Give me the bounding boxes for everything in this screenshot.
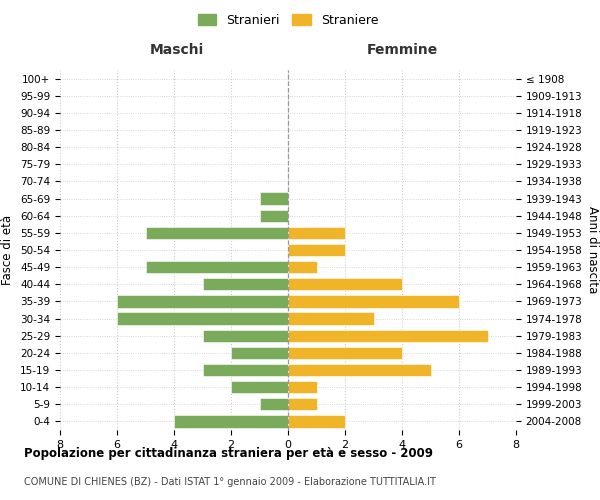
Text: COMUNE DI CHIENES (BZ) - Dati ISTAT 1° gennaio 2009 - Elaborazione TUTTITALIA.IT: COMUNE DI CHIENES (BZ) - Dati ISTAT 1° g…	[24, 477, 436, 487]
Bar	[146, 261, 288, 274]
Bar	[288, 312, 373, 324]
Bar	[288, 261, 317, 274]
Bar	[260, 210, 288, 222]
Bar	[288, 330, 487, 342]
Text: Maschi: Maschi	[150, 44, 204, 58]
Bar	[174, 416, 288, 428]
Bar	[288, 296, 459, 308]
Bar	[288, 398, 317, 410]
Text: Femmine: Femmine	[367, 44, 437, 58]
Bar	[260, 192, 288, 204]
Bar	[288, 244, 345, 256]
Y-axis label: Fasce di età: Fasce di età	[1, 215, 14, 285]
Bar	[288, 346, 402, 359]
Bar	[117, 312, 288, 324]
Bar	[288, 381, 317, 394]
Bar	[260, 398, 288, 410]
Bar	[117, 296, 288, 308]
Bar	[288, 226, 345, 239]
Bar	[203, 330, 288, 342]
Bar	[203, 278, 288, 290]
Y-axis label: Anni di nascita: Anni di nascita	[586, 206, 599, 294]
Bar	[231, 381, 288, 394]
Text: Popolazione per cittadinanza straniera per età e sesso - 2009: Popolazione per cittadinanza straniera p…	[24, 448, 433, 460]
Legend: Stranieri, Straniere: Stranieri, Straniere	[193, 8, 383, 32]
Bar	[288, 364, 431, 376]
Bar	[288, 416, 345, 428]
Bar	[288, 278, 402, 290]
Bar	[146, 226, 288, 239]
Bar	[203, 364, 288, 376]
Bar	[231, 346, 288, 359]
